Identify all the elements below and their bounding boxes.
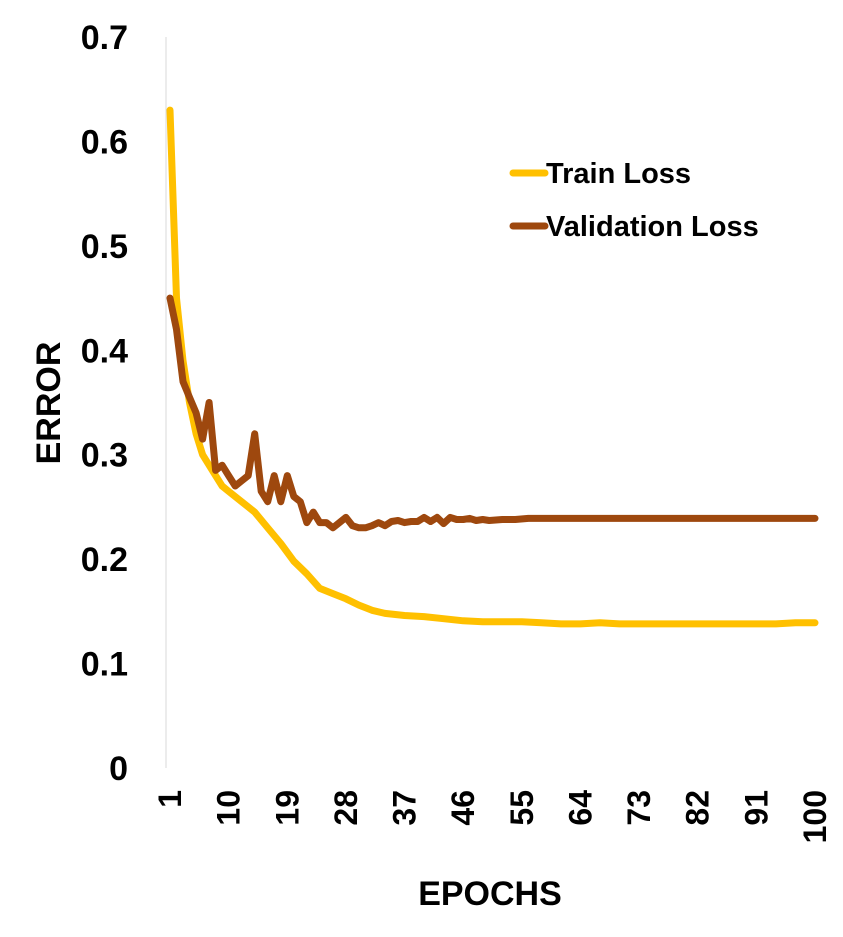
y-tick-label: 0.7 [81, 19, 128, 57]
x-tick-label: 1 [152, 790, 188, 808]
x-tick-label: 37 [387, 790, 423, 826]
legend: Train Loss Validation Loss [509, 158, 759, 243]
x-tick-labels: 1 10 19 28 37 46 55 64 73 82 91 100 [152, 790, 833, 844]
y-tick-labels: 0 0.1 0.2 0.3 0.4 0.5 0.6 0.7 [81, 19, 128, 788]
y-tick-label: 0 [109, 750, 128, 788]
series-lines [166, 106, 819, 628]
x-tick-label: 55 [504, 790, 540, 826]
legend-label: Train Loss [546, 158, 691, 190]
y-tick-label: 0.5 [81, 228, 128, 266]
y-tick-label: 0.6 [81, 123, 128, 161]
y-tick-label: 0.2 [81, 541, 128, 579]
series-line-train-loss [166, 106, 819, 628]
y-tick-label: 0.4 [81, 332, 128, 370]
x-tick-label: 28 [328, 790, 364, 826]
x-tick-label: 100 [797, 790, 833, 843]
x-tick-label: 91 [738, 790, 774, 826]
y-tick-label: 0.3 [81, 437, 128, 475]
x-tick-label: 46 [445, 790, 481, 826]
x-axis-title: EPOCHS [418, 875, 562, 913]
x-tick-label: 64 [562, 790, 598, 826]
x-tick-label: 10 [211, 790, 247, 826]
x-tick-label: 73 [621, 790, 657, 826]
series-line-validation-loss [166, 294, 819, 532]
y-axis-title: ERROR [30, 342, 68, 465]
legend-label: Validation Loss [546, 211, 759, 243]
y-tick-label: 0.1 [81, 646, 128, 684]
x-tick-label: 82 [680, 790, 716, 826]
x-tick-label: 19 [269, 790, 305, 826]
